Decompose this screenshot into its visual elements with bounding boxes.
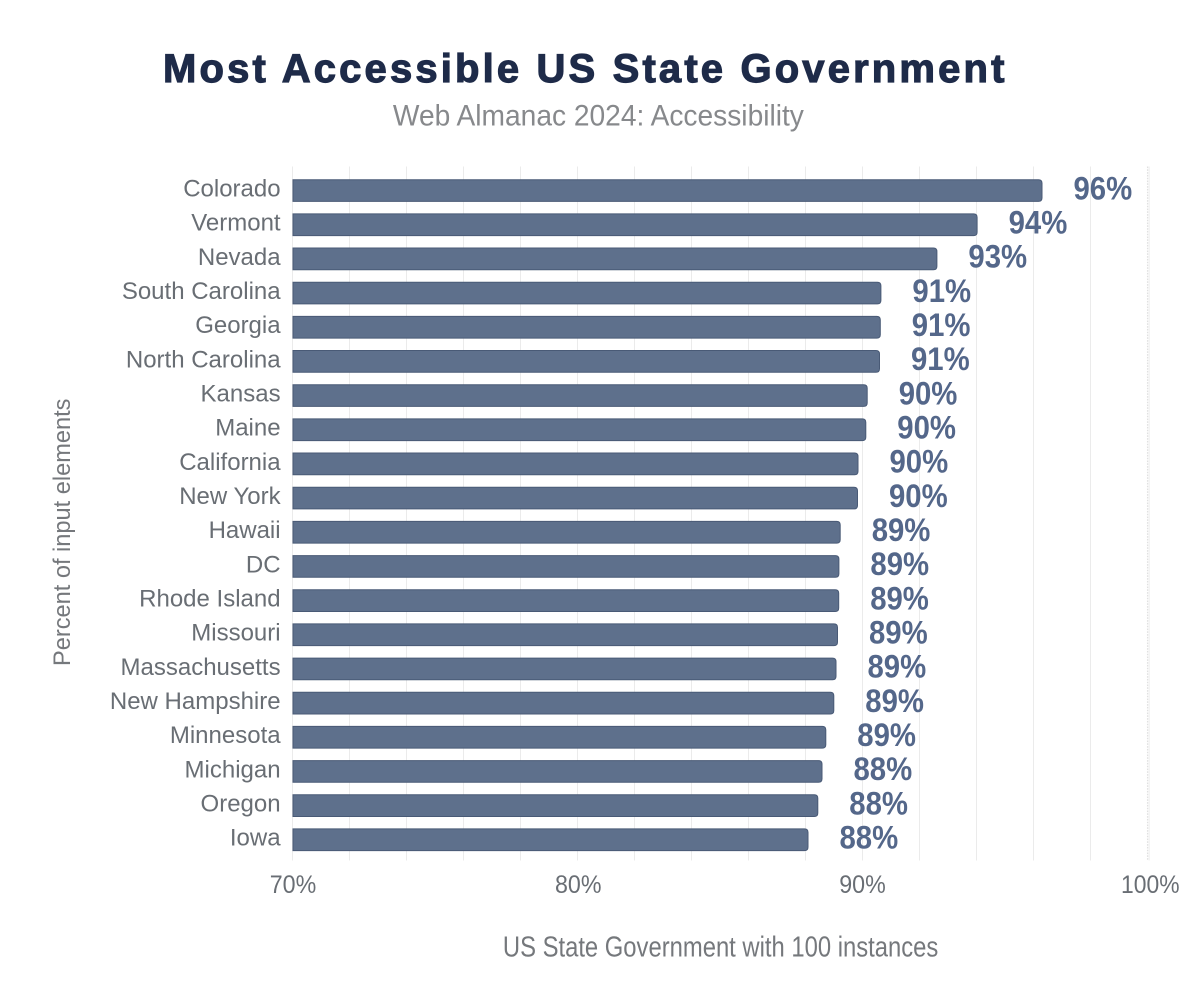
svg-text:89%: 89% bbox=[870, 546, 929, 582]
svg-text:Web Almanac 2024: Accessibilit: Web Almanac 2024: Accessibility bbox=[393, 100, 804, 133]
svg-text:South Carolina: South Carolina bbox=[122, 278, 281, 305]
svg-text:90%: 90% bbox=[890, 444, 949, 480]
svg-text:Iowa: Iowa bbox=[230, 825, 281, 852]
svg-text:89%: 89% bbox=[865, 683, 924, 719]
svg-text:91%: 91% bbox=[912, 307, 971, 343]
svg-text:Colorado: Colorado bbox=[183, 176, 280, 203]
svg-text:80%: 80% bbox=[555, 871, 602, 899]
svg-text:Missouri: Missouri bbox=[191, 620, 280, 647]
svg-text:89%: 89% bbox=[870, 580, 929, 616]
svg-text:94%: 94% bbox=[1009, 205, 1068, 241]
svg-text:North Carolina: North Carolina bbox=[126, 346, 281, 373]
svg-text:89%: 89% bbox=[872, 512, 931, 548]
svg-text:New Hampshire: New Hampshire bbox=[110, 688, 281, 715]
svg-text:Massachusetts: Massachusetts bbox=[121, 654, 281, 681]
svg-text:DC: DC bbox=[246, 551, 281, 578]
svg-text:Kansas: Kansas bbox=[201, 381, 281, 408]
svg-text:Most Accessible US State Gover: Most Accessible US State Government bbox=[163, 47, 1008, 91]
svg-text:Georgia: Georgia bbox=[195, 312, 281, 339]
svg-text:Oregon: Oregon bbox=[201, 791, 281, 818]
svg-text:91%: 91% bbox=[911, 341, 970, 377]
svg-text:Nevada: Nevada bbox=[198, 244, 281, 271]
svg-text:Vermont: Vermont bbox=[191, 210, 281, 237]
svg-text:New York: New York bbox=[179, 483, 281, 510]
svg-text:US State Government with 100 i: US State Government with 100 instances bbox=[503, 932, 938, 964]
svg-text:Michigan: Michigan bbox=[185, 756, 281, 783]
svg-text:Hawaii: Hawaii bbox=[209, 517, 281, 544]
svg-text:90%: 90% bbox=[889, 478, 948, 514]
svg-text:Percent of input elements: Percent of input elements bbox=[49, 399, 76, 666]
svg-text:Minnesota: Minnesota bbox=[170, 722, 281, 749]
svg-text:89%: 89% bbox=[868, 649, 927, 685]
svg-text:Maine: Maine bbox=[215, 415, 280, 442]
svg-text:89%: 89% bbox=[869, 615, 928, 651]
svg-text:88%: 88% bbox=[854, 751, 913, 787]
svg-text:93%: 93% bbox=[968, 239, 1027, 275]
svg-text:100%: 100% bbox=[1121, 871, 1180, 899]
svg-text:California: California bbox=[179, 449, 281, 476]
svg-text:90%: 90% bbox=[839, 871, 886, 899]
svg-text:90%: 90% bbox=[899, 375, 958, 411]
svg-text:Rhode Island: Rhode Island bbox=[139, 586, 280, 613]
svg-text:88%: 88% bbox=[849, 785, 908, 821]
svg-text:96%: 96% bbox=[1074, 170, 1133, 206]
svg-text:91%: 91% bbox=[912, 273, 971, 309]
svg-text:70%: 70% bbox=[270, 871, 317, 899]
svg-text:90%: 90% bbox=[897, 410, 956, 446]
svg-text:89%: 89% bbox=[857, 717, 916, 753]
svg-text:88%: 88% bbox=[840, 820, 899, 856]
